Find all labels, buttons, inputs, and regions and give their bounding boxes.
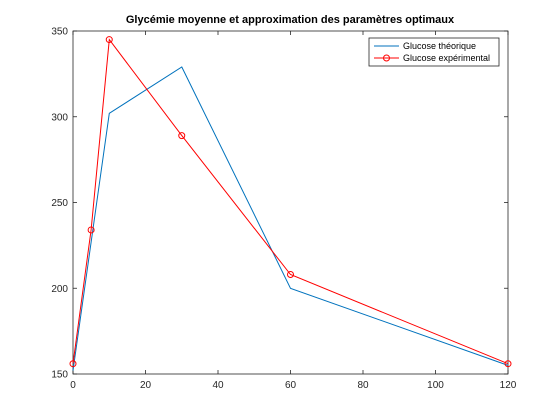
series-layer	[69, 36, 512, 371]
legend-marker	[383, 54, 390, 62]
legend: Glucose théorique Glucose expérimental	[368, 37, 500, 67]
data-point	[105, 36, 113, 44]
data-point	[69, 360, 77, 368]
axis-ticks: 0 20 40 60 80 100 120 150 200 250 300 350	[51, 27, 516, 392]
plot-area	[72, 30, 509, 375]
data-point	[87, 226, 95, 234]
x-tick-label: 20	[140, 380, 152, 391]
x-tick-label: 60	[285, 380, 297, 391]
series-line-1	[72, 38, 509, 365]
y-tick-label: 300	[51, 112, 68, 123]
legend-label: Glucose expérimental	[403, 53, 490, 63]
y-tick-label: 150	[51, 370, 68, 381]
x-tick-label: 0	[70, 380, 76, 391]
series-line-0	[72, 66, 509, 371]
y-tick-label: 200	[51, 284, 68, 295]
y-tick-label: 350	[51, 27, 68, 38]
data-point	[287, 271, 294, 279]
x-tick-label: 100	[427, 380, 444, 391]
data-point	[178, 132, 186, 140]
chart-title: Glycémie moyenne et approximation des pa…	[126, 14, 455, 26]
legend-box	[368, 37, 500, 67]
x-tick-label: 40	[212, 380, 224, 391]
legend-label: Glucose théorique	[403, 41, 476, 51]
x-tick-label: 120	[500, 380, 517, 391]
data-point	[504, 360, 512, 368]
x-tick-label: 80	[357, 380, 369, 391]
y-tick-label: 250	[51, 198, 68, 209]
